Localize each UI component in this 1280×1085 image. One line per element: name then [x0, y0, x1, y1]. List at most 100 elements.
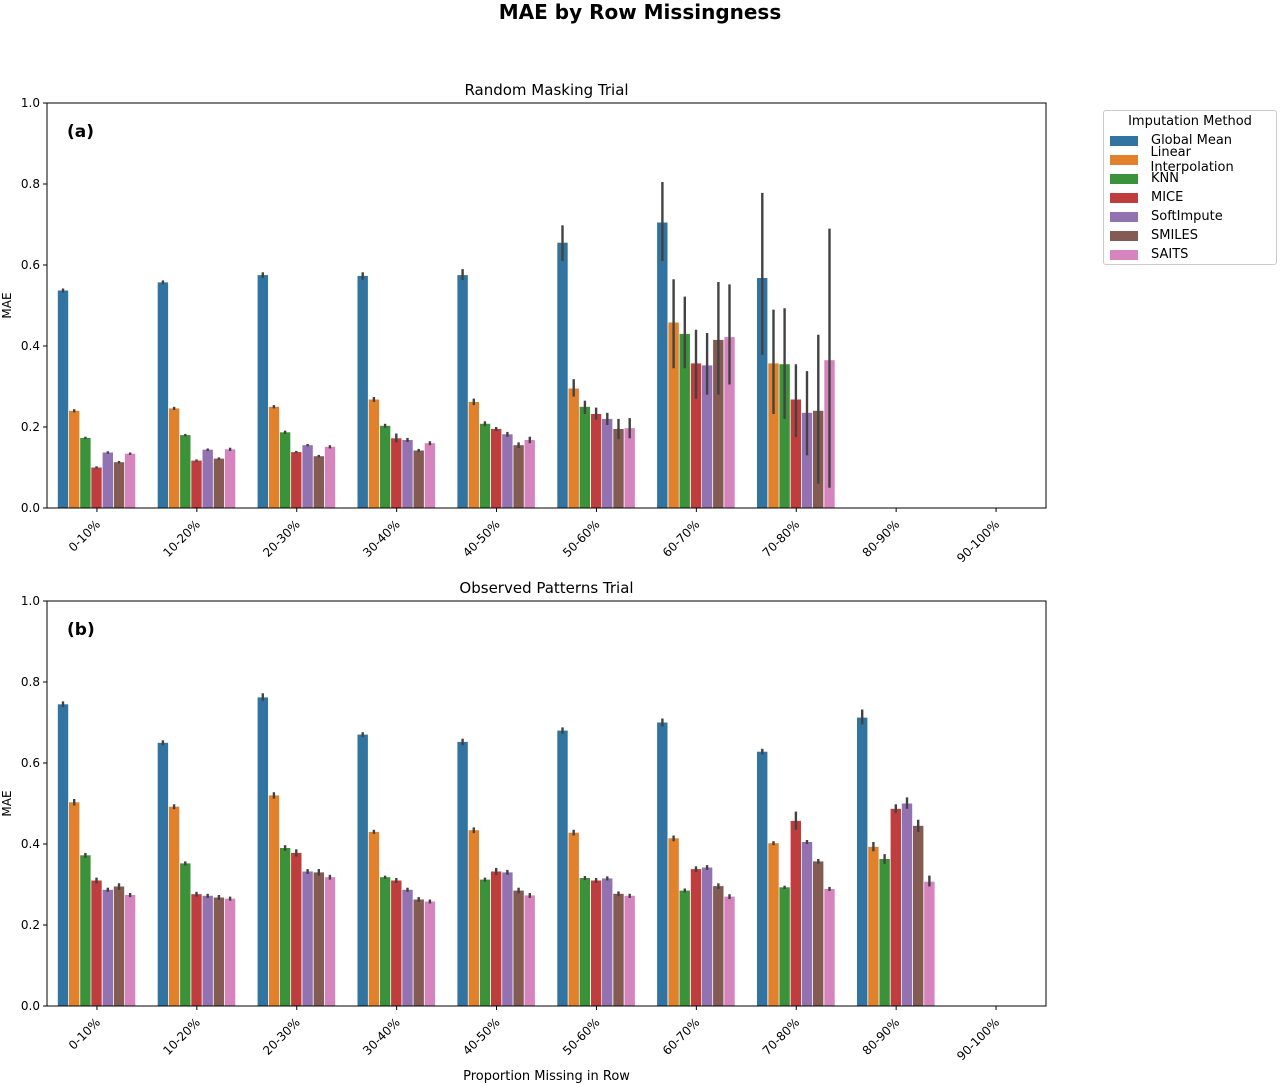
bar-mice	[391, 880, 402, 1006]
bar-smiles	[613, 893, 624, 1006]
x-tick-label: 70-80%	[760, 1015, 803, 1058]
bar-mice	[391, 438, 402, 508]
bar-softimpute	[402, 440, 413, 508]
bar-global-mean	[457, 741, 468, 1006]
bar-knn	[80, 855, 91, 1006]
bar-smiles	[113, 886, 125, 1006]
y-tick-label: 0.6	[21, 756, 40, 770]
y-tick-label: 1.0	[21, 96, 40, 110]
bar-smiles	[813, 861, 824, 1006]
panel-label: (a)	[67, 122, 94, 142]
legend-swatch	[1110, 192, 1138, 203]
bar-mice	[590, 414, 602, 508]
bar-softimpute	[302, 871, 313, 1006]
bar-knn	[879, 859, 890, 1006]
bar-smiles	[513, 445, 524, 508]
legend-label: MICE	[1151, 190, 1184, 205]
legend-swatch	[1110, 154, 1138, 165]
legend-title: Imputation Method	[1128, 114, 1252, 129]
x-tick-label: 50-60%	[560, 1015, 603, 1058]
x-tick-label: 0-10%	[66, 1015, 103, 1052]
bar-global-mean	[757, 278, 768, 508]
y-axis-label: MAE	[0, 790, 14, 816]
bar-linear-interpolation	[168, 408, 180, 508]
bar-knn	[379, 877, 391, 1006]
bar-smiles	[513, 890, 524, 1006]
legend-swatch	[1110, 230, 1138, 241]
x-tick-label: 40-50%	[460, 517, 503, 560]
legend-label: SMILES	[1151, 228, 1199, 243]
bar-global-mean	[657, 222, 668, 508]
legend-label: Global Mean	[1151, 133, 1233, 148]
bar-knn	[279, 432, 291, 508]
bar-smiles	[113, 462, 125, 508]
bar-softimpute	[701, 867, 713, 1006]
bar-mice	[690, 363, 702, 508]
bar-mice	[491, 429, 502, 508]
bar-linear-interpolation	[568, 832, 579, 1006]
legend-swatch	[1110, 173, 1138, 184]
bar-softimpute	[102, 889, 113, 1006]
bar-saits	[724, 896, 735, 1006]
bar-global-mean	[157, 742, 169, 1007]
plot-frame	[46, 102, 1047, 509]
legend-label: KNN	[1151, 171, 1179, 186]
bar-knn	[80, 437, 91, 508]
x-tick-label: 0-10%	[66, 517, 103, 554]
bar-linear-interpolation	[768, 363, 779, 508]
legend-item: SoftImpute	[1104, 207, 1276, 226]
x-tick-label: 10-20%	[160, 1015, 203, 1058]
x-tick-label: 80-90%	[860, 517, 903, 560]
legend-label: Linear Interpolation	[1150, 144, 1234, 175]
x-tick-label: 40-50%	[460, 1015, 503, 1058]
bar-mice	[291, 452, 302, 508]
plot-frame	[46, 600, 1047, 1007]
bar-smiles	[713, 339, 724, 508]
x-tick-label: 60-70%	[660, 1015, 703, 1058]
bar-global-mean	[57, 704, 69, 1006]
bar-softimpute	[801, 412, 813, 508]
bar-smiles	[613, 429, 624, 508]
bar-knn	[180, 435, 191, 508]
bar-saits	[324, 877, 336, 1006]
x-tick-label: 30-40%	[360, 1015, 403, 1058]
bar-saits	[924, 881, 935, 1006]
bar-linear-interpolation	[768, 843, 779, 1006]
panel-label: (b)	[67, 620, 95, 640]
bar-softimpute	[502, 434, 513, 508]
bar-softimpute	[701, 365, 713, 508]
bar-global-mean	[557, 730, 568, 1006]
y-tick-label: 0.2	[21, 918, 40, 932]
bar-linear-interpolation	[69, 410, 80, 508]
x-tick-label: 50-60%	[560, 517, 603, 560]
bar-linear-interpolation	[868, 846, 879, 1006]
y-tick-label: 0.2	[21, 420, 40, 434]
bar-smiles	[413, 899, 424, 1006]
legend-item: SMILES	[1104, 226, 1276, 245]
bar-softimpute	[801, 842, 813, 1006]
bar-saits	[524, 440, 535, 508]
bar-knn	[679, 333, 690, 508]
legend-item: KNN	[1104, 169, 1276, 188]
bar-saits	[824, 889, 835, 1006]
bar-linear-interpolation	[268, 406, 280, 509]
bar-knn	[779, 364, 790, 508]
y-tick-label: 0.4	[21, 837, 40, 851]
bar-softimpute	[901, 803, 913, 1006]
bar-saits	[224, 898, 236, 1006]
bar-mice	[890, 808, 901, 1006]
bar-knn	[279, 848, 291, 1006]
bar-mice	[91, 467, 102, 508]
bar-mice	[191, 894, 202, 1006]
bar-linear-interpolation	[468, 830, 479, 1006]
legend-item: Linear Interpolation	[1104, 145, 1276, 175]
x-tick-label: 10-20%	[160, 517, 203, 560]
bar-global-mean	[657, 722, 668, 1006]
y-tick-label: 0.8	[21, 675, 40, 689]
bar-softimpute	[102, 452, 113, 508]
x-tick-label: 20-30%	[260, 517, 303, 560]
bar-saits	[324, 446, 336, 508]
legend-swatch	[1110, 211, 1138, 222]
bar-knn	[180, 863, 191, 1006]
